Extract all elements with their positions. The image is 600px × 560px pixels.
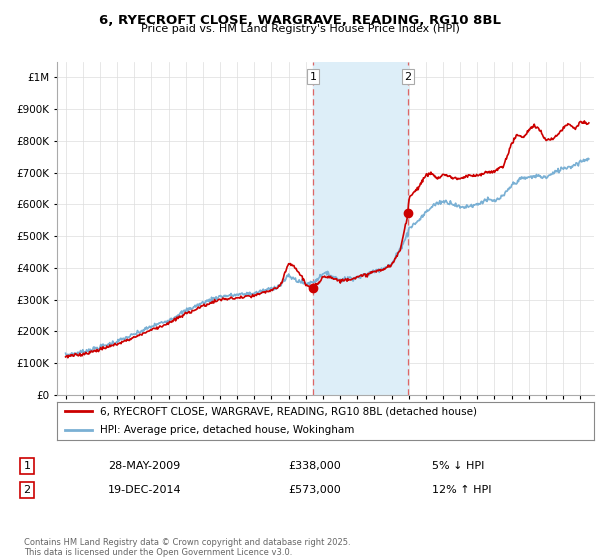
Text: 5% ↓ HPI: 5% ↓ HPI <box>432 461 484 471</box>
Text: 6, RYECROFT CLOSE, WARGRAVE, READING, RG10 8BL (detached house): 6, RYECROFT CLOSE, WARGRAVE, READING, RG… <box>100 406 477 416</box>
Text: 12% ↑ HPI: 12% ↑ HPI <box>432 485 491 495</box>
Text: HPI: Average price, detached house, Wokingham: HPI: Average price, detached house, Woki… <box>100 425 355 435</box>
Text: 1: 1 <box>23 461 31 471</box>
Text: 6, RYECROFT CLOSE, WARGRAVE, READING, RG10 8BL: 6, RYECROFT CLOSE, WARGRAVE, READING, RG… <box>99 14 501 27</box>
Text: £338,000: £338,000 <box>288 461 341 471</box>
Text: Contains HM Land Registry data © Crown copyright and database right 2025.
This d: Contains HM Land Registry data © Crown c… <box>24 538 350 557</box>
Text: Price paid vs. HM Land Registry's House Price Index (HPI): Price paid vs. HM Land Registry's House … <box>140 24 460 34</box>
Text: 1: 1 <box>310 72 316 82</box>
Text: 28-MAY-2009: 28-MAY-2009 <box>108 461 180 471</box>
Text: 2: 2 <box>23 485 31 495</box>
Text: 19-DEC-2014: 19-DEC-2014 <box>108 485 182 495</box>
Bar <box>313 62 408 395</box>
Text: £573,000: £573,000 <box>288 485 341 495</box>
Text: 2: 2 <box>404 72 412 82</box>
